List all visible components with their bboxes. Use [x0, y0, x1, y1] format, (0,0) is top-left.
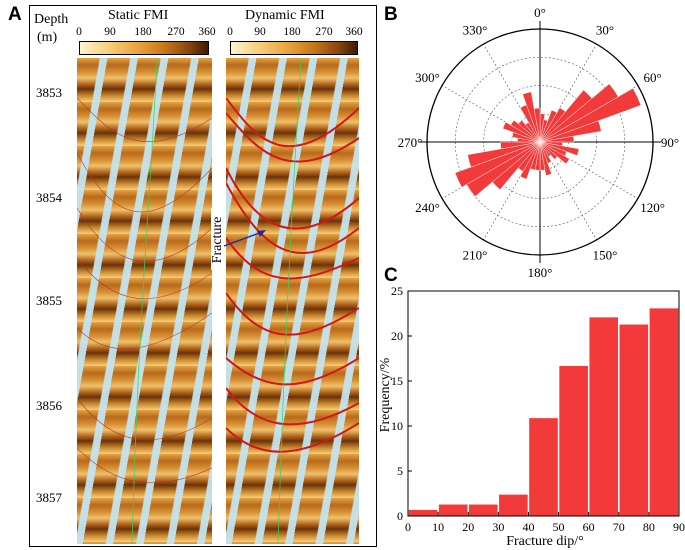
static-scale-tick: 90	[104, 26, 116, 38]
static-scale: 0 90 180 270 360	[75, 26, 216, 56]
rose-angle-label: 30°	[596, 22, 614, 37]
histogram-bar	[438, 504, 468, 517]
rose-diagram: 0° 30° 60° 90° 120° 150° 180° 210° 240° 270° 300° 3…	[398, 5, 679, 280]
static-colorbar	[79, 41, 209, 55]
rose-petal	[467, 141, 541, 168]
rose-petal	[519, 141, 541, 180]
rose-petal	[502, 121, 541, 143]
dynamic-fmi-title: Dynamic FMI	[245, 8, 325, 23]
rose-angle-label: 60°	[643, 70, 661, 85]
y-tick-label: 25	[391, 285, 403, 298]
rose-petal	[539, 141, 570, 165]
x-tick-label: 70	[613, 520, 625, 534]
rose-angle-label: 270°	[398, 135, 423, 150]
rose-petal	[500, 141, 541, 150]
rose-angle-label: 90°	[661, 135, 679, 150]
rose-petal	[522, 91, 541, 143]
rose-petal	[539, 88, 642, 143]
static-scale-tick: 0	[76, 26, 82, 38]
rose-spoke	[539, 141, 597, 241]
histogram-bar	[408, 509, 438, 517]
rose-petal	[518, 120, 541, 143]
dynamic-scale: 0 90 180 270 360	[226, 26, 366, 56]
dynamic-fmi-image	[226, 58, 359, 544]
rose-petal	[539, 141, 558, 160]
histogram-bar	[528, 417, 559, 517]
rose-angle-label: 150°	[593, 248, 618, 263]
fracture-arrow	[223, 230, 266, 247]
dip-histogram: 0 10 20 30 40 50 60 70 80 90 0 5 10 15 20 25 Fracture d…	[378, 285, 685, 549]
rose-petal	[539, 135, 575, 143]
rose-spoke	[483, 141, 541, 241]
x-axis-label: Fracture dip/°	[506, 534, 584, 549]
rose-petal	[533, 107, 541, 143]
histogram-bar	[588, 316, 619, 517]
rose-outer-ring	[426, 28, 654, 256]
depth-header: Depth	[34, 12, 69, 27]
x-tick-label: 20	[462, 520, 474, 534]
x-tick-label: 60	[583, 520, 595, 534]
histogram-bar	[558, 365, 589, 517]
histogram-bar	[498, 494, 529, 517]
rose-angle-label: 180°	[528, 265, 553, 280]
x-tick-label: 0	[405, 520, 411, 534]
histogram-bar	[619, 324, 649, 517]
rose-spoke	[441, 85, 541, 143]
x-tick-label: 40	[522, 520, 534, 534]
dynamic-colorbar	[230, 41, 358, 55]
rose-angle-label: 330°	[463, 22, 488, 37]
fracture-label-box	[211, 208, 226, 270]
static-scale-tick: 180	[134, 26, 152, 38]
depth-label: 3854	[36, 190, 62, 205]
rose-petal	[510, 119, 541, 143]
panel-a: A Depth (m) Static FMI Dynamic FMI 0 90 …	[8, 4, 377, 547]
dynamic-scale-tick: 90	[254, 26, 266, 38]
depth-label: 3857	[36, 490, 62, 505]
dynamic-scale-tick: 360	[345, 26, 363, 38]
panel-a-frame	[29, 5, 377, 547]
x-tick-label: 80	[643, 520, 655, 534]
y-tick-label: 0	[397, 509, 403, 523]
panel-b-letter: B	[384, 4, 398, 25]
static-fmi-overlay	[77, 58, 212, 544]
x-tick-label: 90	[673, 520, 685, 534]
plot-frame	[407, 290, 680, 517]
rose-angle-label: 240°	[415, 200, 440, 215]
depth-label: 3853	[36, 85, 62, 100]
depth-label: 3856	[36, 398, 62, 413]
rose-angle-label: 210°	[463, 248, 488, 263]
rose-petal	[539, 120, 602, 143]
rose-petal	[454, 141, 541, 188]
static-scale-tick: 270	[167, 26, 185, 38]
dynamic-scale-tick: 180	[283, 26, 301, 38]
x-tick-label: 50	[553, 520, 565, 534]
y-axis-label: Frequency/%	[378, 357, 393, 432]
rose-angle-label: 300°	[415, 70, 440, 85]
x-tick-label: 10	[432, 520, 444, 534]
rose-petal	[539, 141, 552, 176]
dynamic-scale-tick: 270	[315, 26, 333, 38]
y-tick-label: 20	[391, 329, 403, 343]
depth-label: 3855	[36, 293, 62, 308]
rose-spoke	[539, 43, 597, 143]
dynamic-fmi-overlay	[226, 58, 359, 544]
rose-angle-label: 120°	[640, 200, 665, 215]
static-fmi-image	[77, 58, 212, 544]
depth-unit: (m)	[37, 30, 58, 45]
histogram-bar	[468, 504, 499, 517]
panel-c-letter: C	[384, 265, 398, 286]
y-tick-label: 5	[397, 464, 403, 478]
y-tick-label: 10	[391, 419, 403, 433]
rose-angle-label: 0°	[534, 5, 546, 20]
y-tick-label: 15	[391, 374, 403, 388]
histogram-bar	[649, 307, 679, 517]
panel-a-letter: A	[8, 4, 22, 25]
static-fmi-title: Static FMI	[108, 8, 169, 23]
static-scale-tick: 360	[198, 26, 216, 38]
x-tick-label: 30	[492, 520, 504, 534]
dynamic-scale-tick: 0	[227, 26, 233, 38]
